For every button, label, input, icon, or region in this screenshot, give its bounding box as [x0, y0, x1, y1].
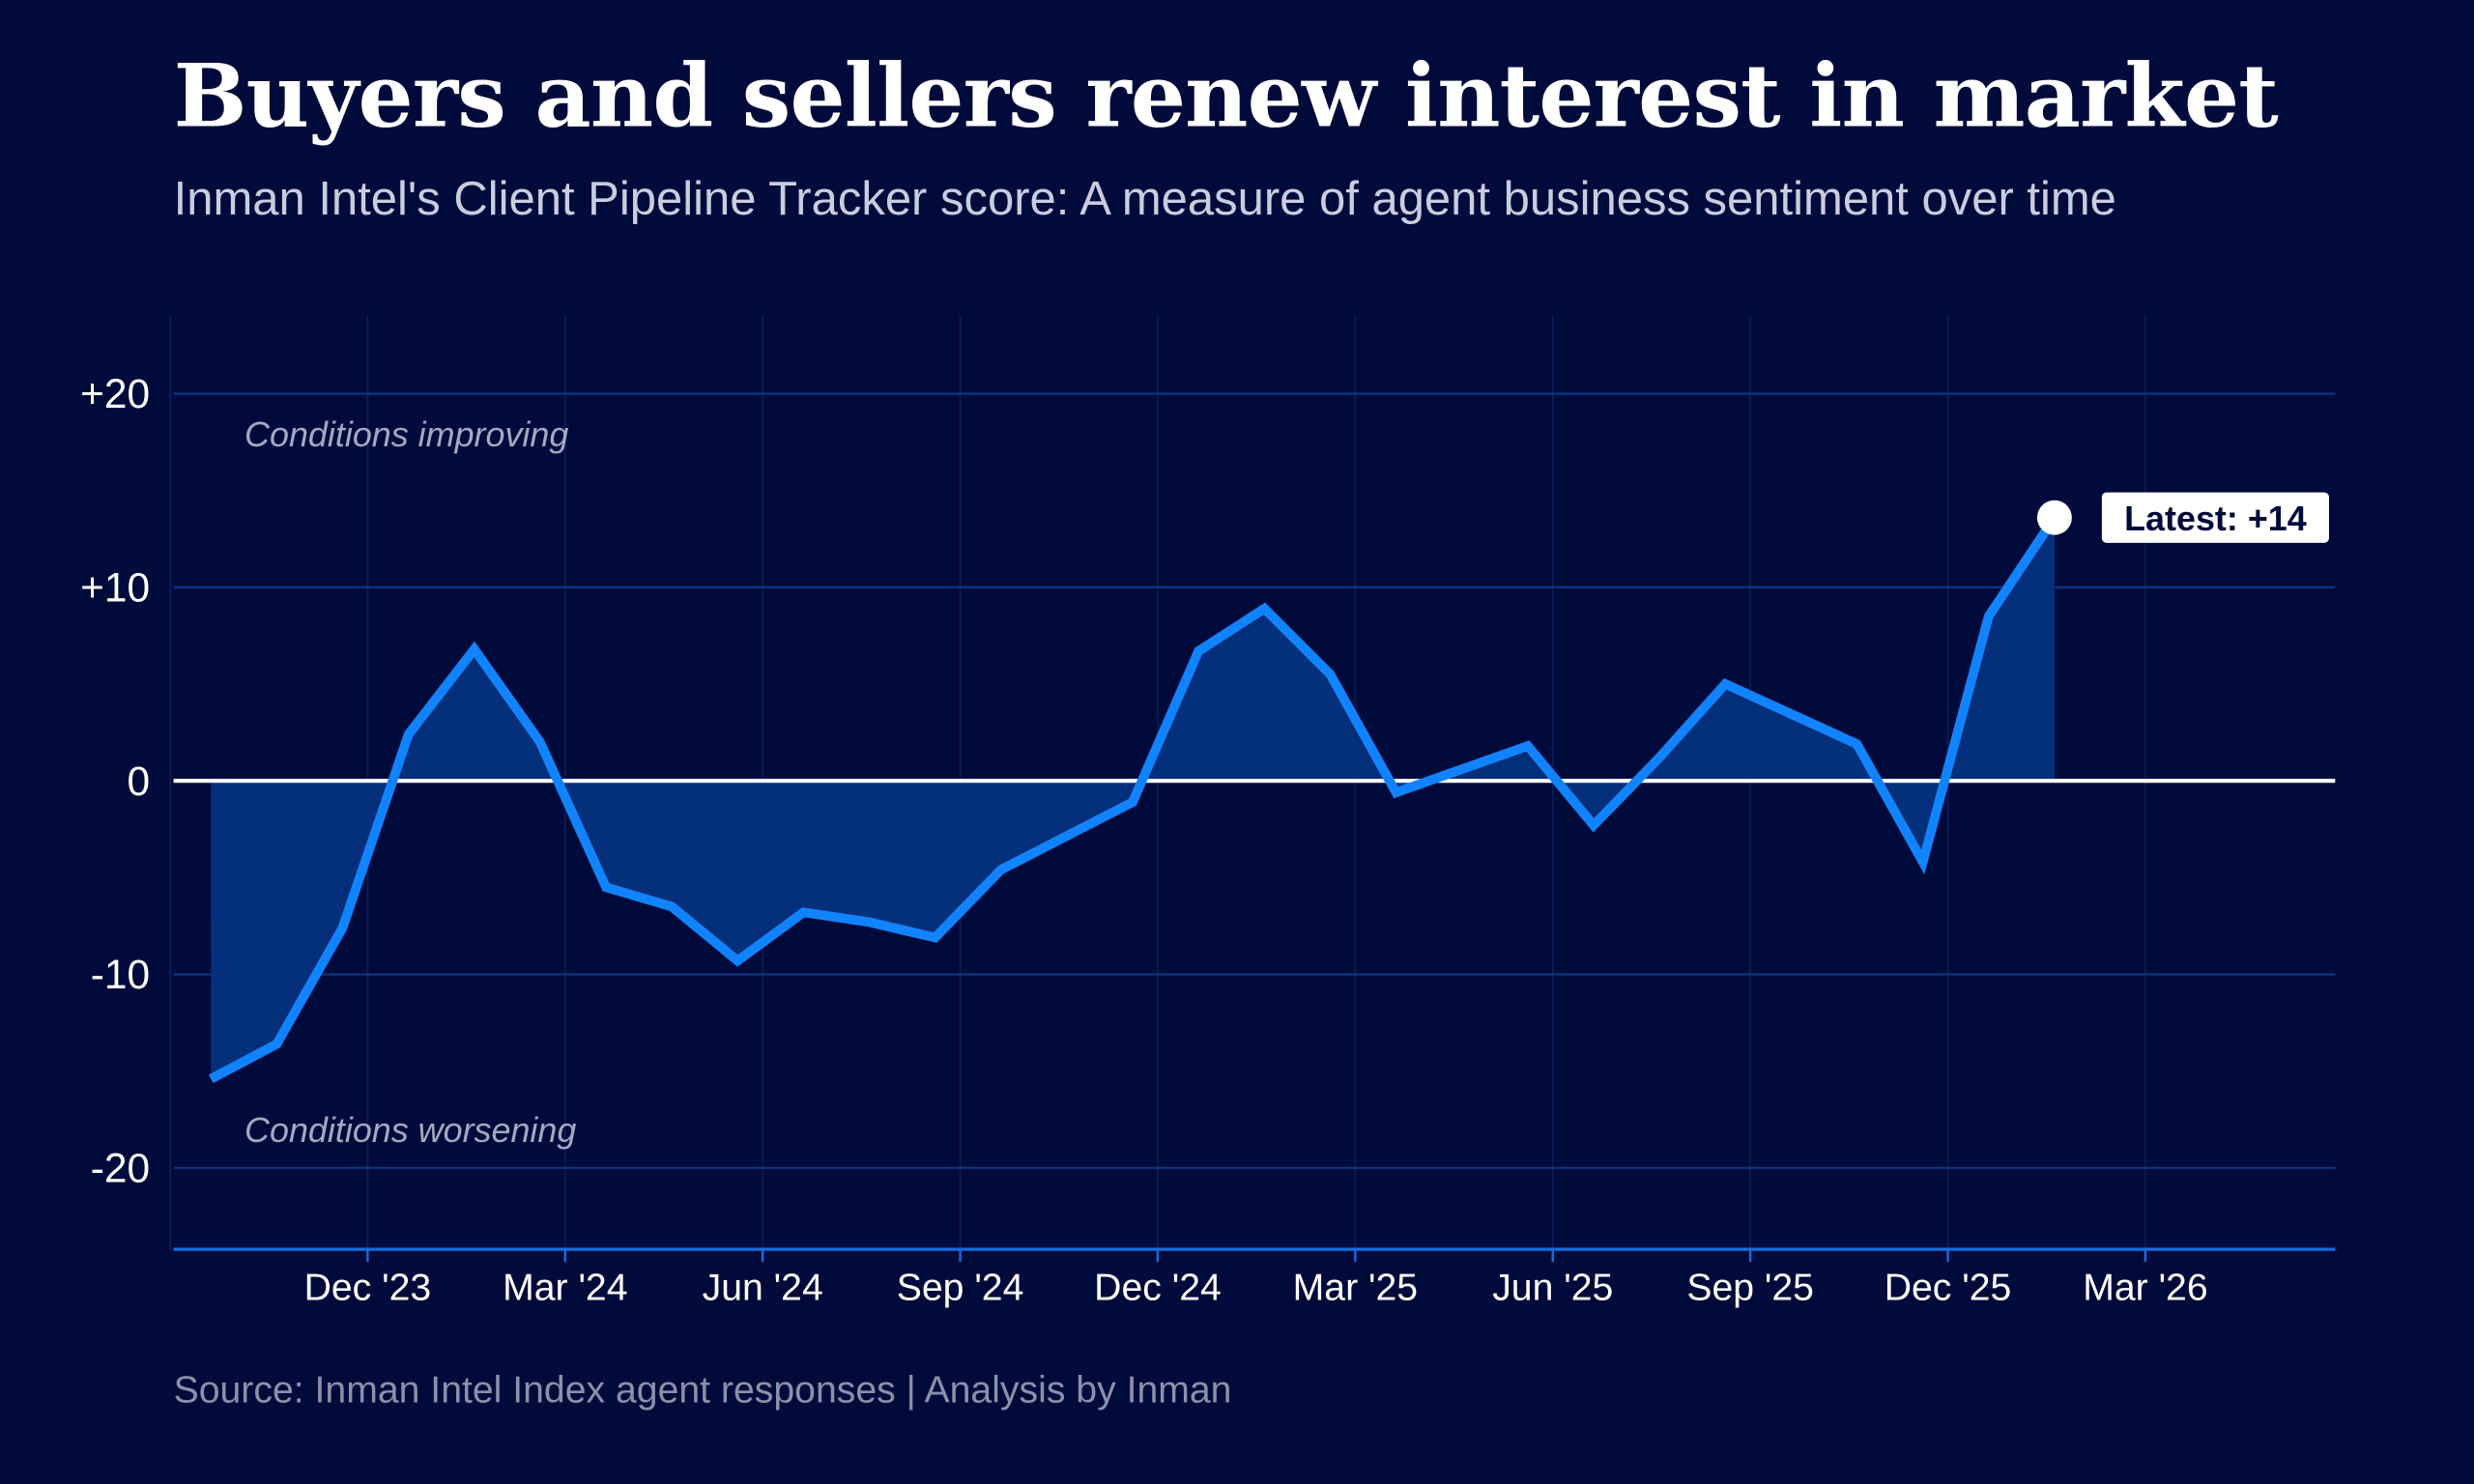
- y-tick-label: 0: [127, 758, 150, 804]
- series-line: [208, 514, 2058, 1084]
- x-tick-label: Dec '25: [1884, 1267, 2012, 1308]
- chart-title: Buyers and sellers renew interest in mar…: [173, 43, 2279, 147]
- annotation-worsening: Conditions worsening: [245, 1110, 576, 1150]
- x-tick-label: Mar '25: [1293, 1267, 1418, 1308]
- source-note: Source: Inman Intel Index agent response…: [173, 1369, 1232, 1413]
- x-tick-label: Dec '23: [304, 1267, 432, 1308]
- latest-point-marker: [2036, 499, 2072, 535]
- axes: Dec '23 Mar '24 Jun '24 Sep '24 Dec '24 Mar '…: [80, 371, 2336, 1308]
- x-tick-label: Jun '24: [703, 1267, 823, 1308]
- y-tick-label: -10: [91, 952, 150, 997]
- x-tick-label: Sep '25: [1686, 1267, 1814, 1308]
- x-tick-label: Dec '24: [1094, 1267, 1222, 1308]
- x-tick-label: Mar '26: [2083, 1267, 2207, 1308]
- chart-subtitle: Inman Intel's Client Pipeline Tracker sc…: [173, 173, 2116, 226]
- x-tick-label: Jun '25: [1492, 1267, 1613, 1308]
- y-tick-label: +10: [80, 565, 150, 611]
- y-tick-label: +20: [80, 371, 150, 416]
- x-tick-label: Mar '24: [503, 1267, 627, 1308]
- x-tick-label: Sep '24: [897, 1267, 1024, 1308]
- annotation-improving: Conditions improving: [245, 414, 568, 454]
- y-tick-label: -20: [91, 1146, 150, 1191]
- latest-label-box: [2101, 492, 2329, 543]
- latest-label: Latest: +14: [2124, 499, 2307, 538]
